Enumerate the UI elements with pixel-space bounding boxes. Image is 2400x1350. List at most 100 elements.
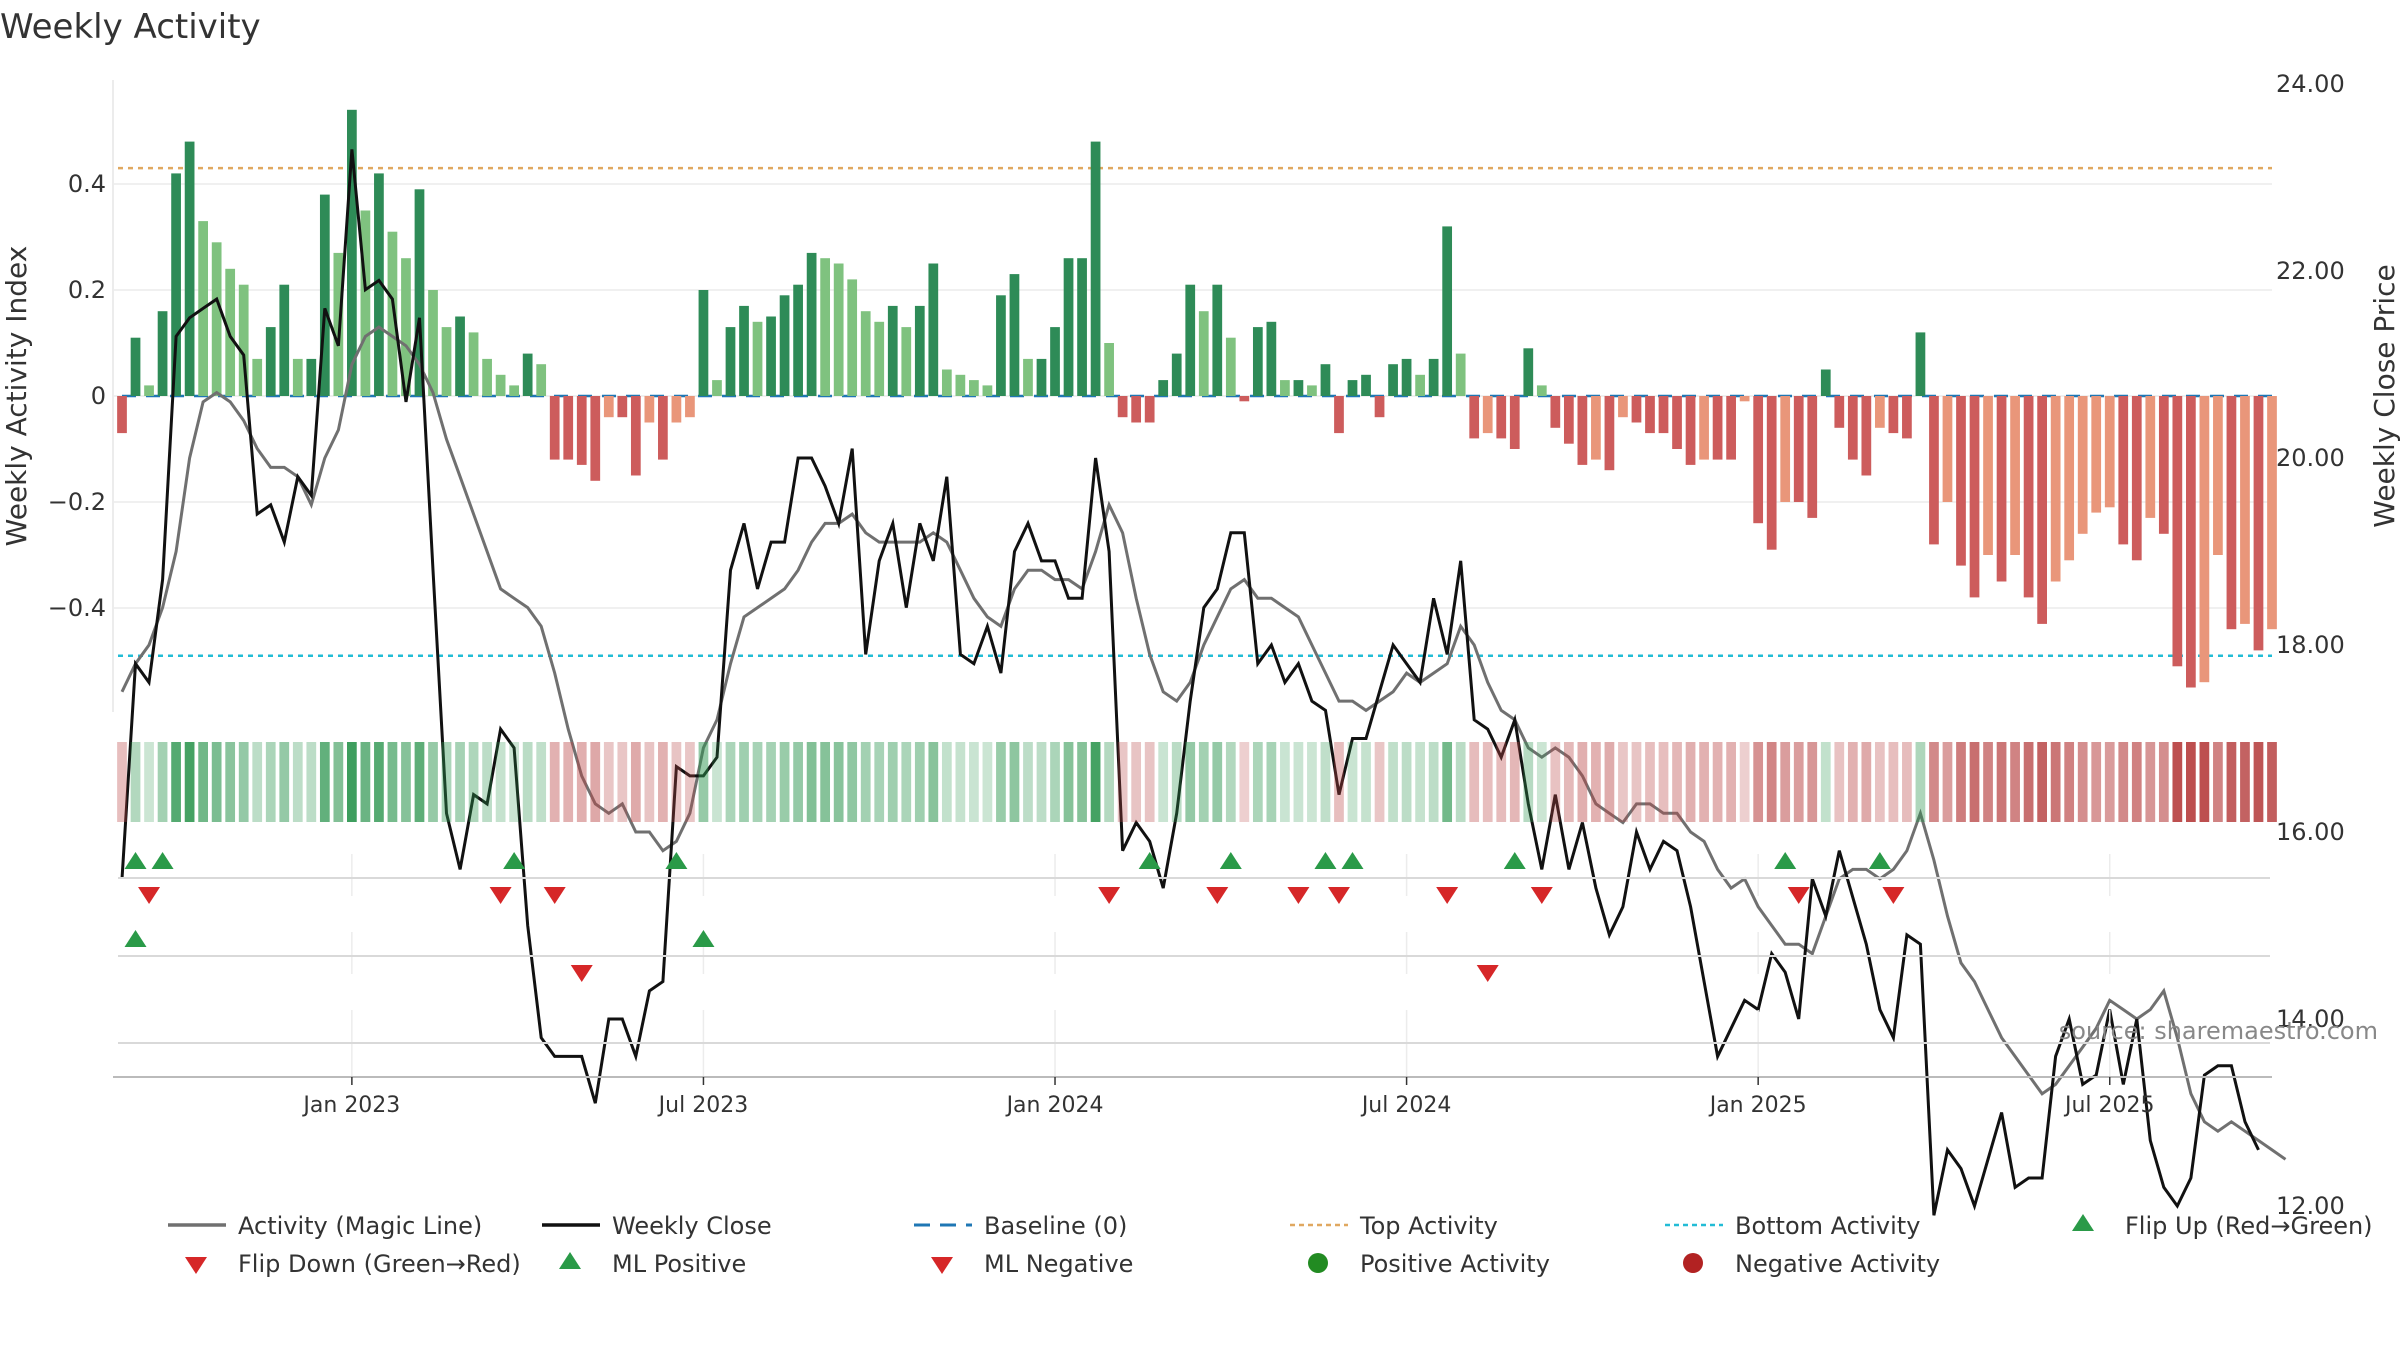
heat-cell (319, 742, 330, 822)
activity-bar (279, 284, 290, 396)
activity-bar (1969, 396, 1980, 598)
heat-cell (1212, 742, 1223, 822)
activity-bar (144, 385, 154, 396)
activity-bar (2091, 396, 2102, 513)
heat-cell (1090, 742, 1101, 822)
heat-cell (130, 742, 141, 822)
activity-bar (1428, 358, 1439, 396)
heat-cell (265, 742, 276, 822)
heat-cell (941, 742, 952, 822)
heat-cell (1726, 742, 1736, 822)
activity-bar (1861, 396, 1872, 476)
activity-bar (1699, 396, 1709, 460)
heat-cell (739, 742, 749, 822)
activity-bar (2037, 396, 2047, 624)
heat-cell (2186, 742, 2196, 822)
heat-cell (2104, 742, 2115, 822)
heat-cell (685, 742, 695, 822)
flip-up-marker (1219, 852, 1242, 869)
activity-bar (549, 396, 560, 460)
left-y-tick-label: −0.2 (48, 488, 106, 516)
activity-bar (644, 396, 655, 423)
heat-cell (225, 742, 236, 822)
heat-cell (806, 742, 817, 822)
activity-bar (1658, 396, 1669, 434)
heat-cell (1415, 742, 1425, 822)
activity-bar (752, 321, 763, 396)
legend-label: ML Negative (984, 1250, 1133, 1278)
legend-label: Flip Down (Green→Red) (238, 1250, 521, 1278)
ml-markers-panel (118, 930, 2270, 982)
flip-up-marker (151, 852, 174, 869)
right-y-tick-label: 24.00 (2276, 70, 2345, 98)
x-tick-label: Jan 2024 (1005, 1093, 1104, 1118)
activity-bar (1523, 348, 1534, 396)
activity-bar (658, 396, 668, 460)
heat-cell (1374, 742, 1385, 822)
heat-cell (996, 742, 1006, 822)
left-y-tick-label: 0.4 (68, 170, 106, 198)
heat-cell (969, 742, 979, 822)
activity-bar (1225, 337, 1236, 396)
heat-cell (211, 742, 222, 822)
activity-bar (401, 258, 411, 396)
activity-bar (1347, 380, 1358, 396)
activity-bar (265, 327, 276, 396)
heat-cell (1104, 742, 1114, 822)
legend-negative-dot-icon (1683, 1253, 1703, 1273)
activity-bar (1442, 226, 1453, 396)
heat-cell (1063, 742, 1074, 822)
activity-bar (211, 242, 222, 396)
heat-cell (1753, 742, 1764, 822)
activity-bar (1090, 141, 1101, 396)
heat-cell (495, 742, 506, 822)
legend-label: Top Activity (1359, 1212, 1498, 1240)
activity-bar (495, 374, 506, 396)
activity-bar (360, 210, 371, 396)
right-y-tick-label: 18.00 (2276, 631, 2345, 659)
heat-cell (1239, 742, 1250, 822)
activity-bar (1956, 396, 1966, 566)
activity-bar (1726, 396, 1736, 460)
activity-bar (1469, 396, 1480, 439)
activity-bar (1388, 364, 1398, 396)
activity-bar (2010, 396, 2020, 555)
activity-bar (1874, 396, 1885, 428)
heat-cell (292, 742, 303, 822)
activity-bar (1983, 396, 1993, 555)
activity-bar (306, 358, 317, 396)
activity-bar (1915, 332, 1926, 396)
heat-cell (1766, 742, 1777, 822)
right-y-tick-label: 22.00 (2276, 257, 2345, 285)
heat-cell (671, 742, 682, 822)
activity-bar (387, 231, 398, 396)
activity-bar (428, 290, 438, 396)
activity-bar (1509, 396, 1520, 449)
heat-cell (238, 742, 249, 822)
heat-cell (2267, 742, 2277, 822)
activity-bar (603, 396, 614, 418)
heat-cell (1361, 742, 1371, 822)
heat-cell (860, 742, 871, 822)
empty-panel (113, 1010, 2272, 1078)
flip-up-marker (665, 852, 688, 869)
right-y-ticks: 24.00 22.00 20.00 18.00 16.00 14.00 12.00 (2276, 70, 2345, 1220)
activity-bar (833, 263, 844, 396)
heat-cell (2037, 742, 2047, 822)
flip-down-marker (543, 887, 566, 904)
activity-bar (1496, 396, 1507, 439)
heat-cell (563, 742, 574, 822)
activity-bar (1455, 353, 1466, 396)
activity-bar (1415, 374, 1425, 396)
heat-cell (1307, 742, 1317, 822)
activity-bar (982, 385, 993, 396)
activity-bar (941, 369, 952, 396)
heat-cell (1996, 742, 2007, 822)
flip-down-marker (1206, 887, 1229, 904)
flip-down-marker (1436, 887, 1459, 904)
heat-cell (779, 742, 790, 822)
right-axis-label: Weekly Close Price (2368, 264, 2400, 527)
activity-bar (157, 311, 168, 396)
heat-cell (522, 742, 533, 822)
